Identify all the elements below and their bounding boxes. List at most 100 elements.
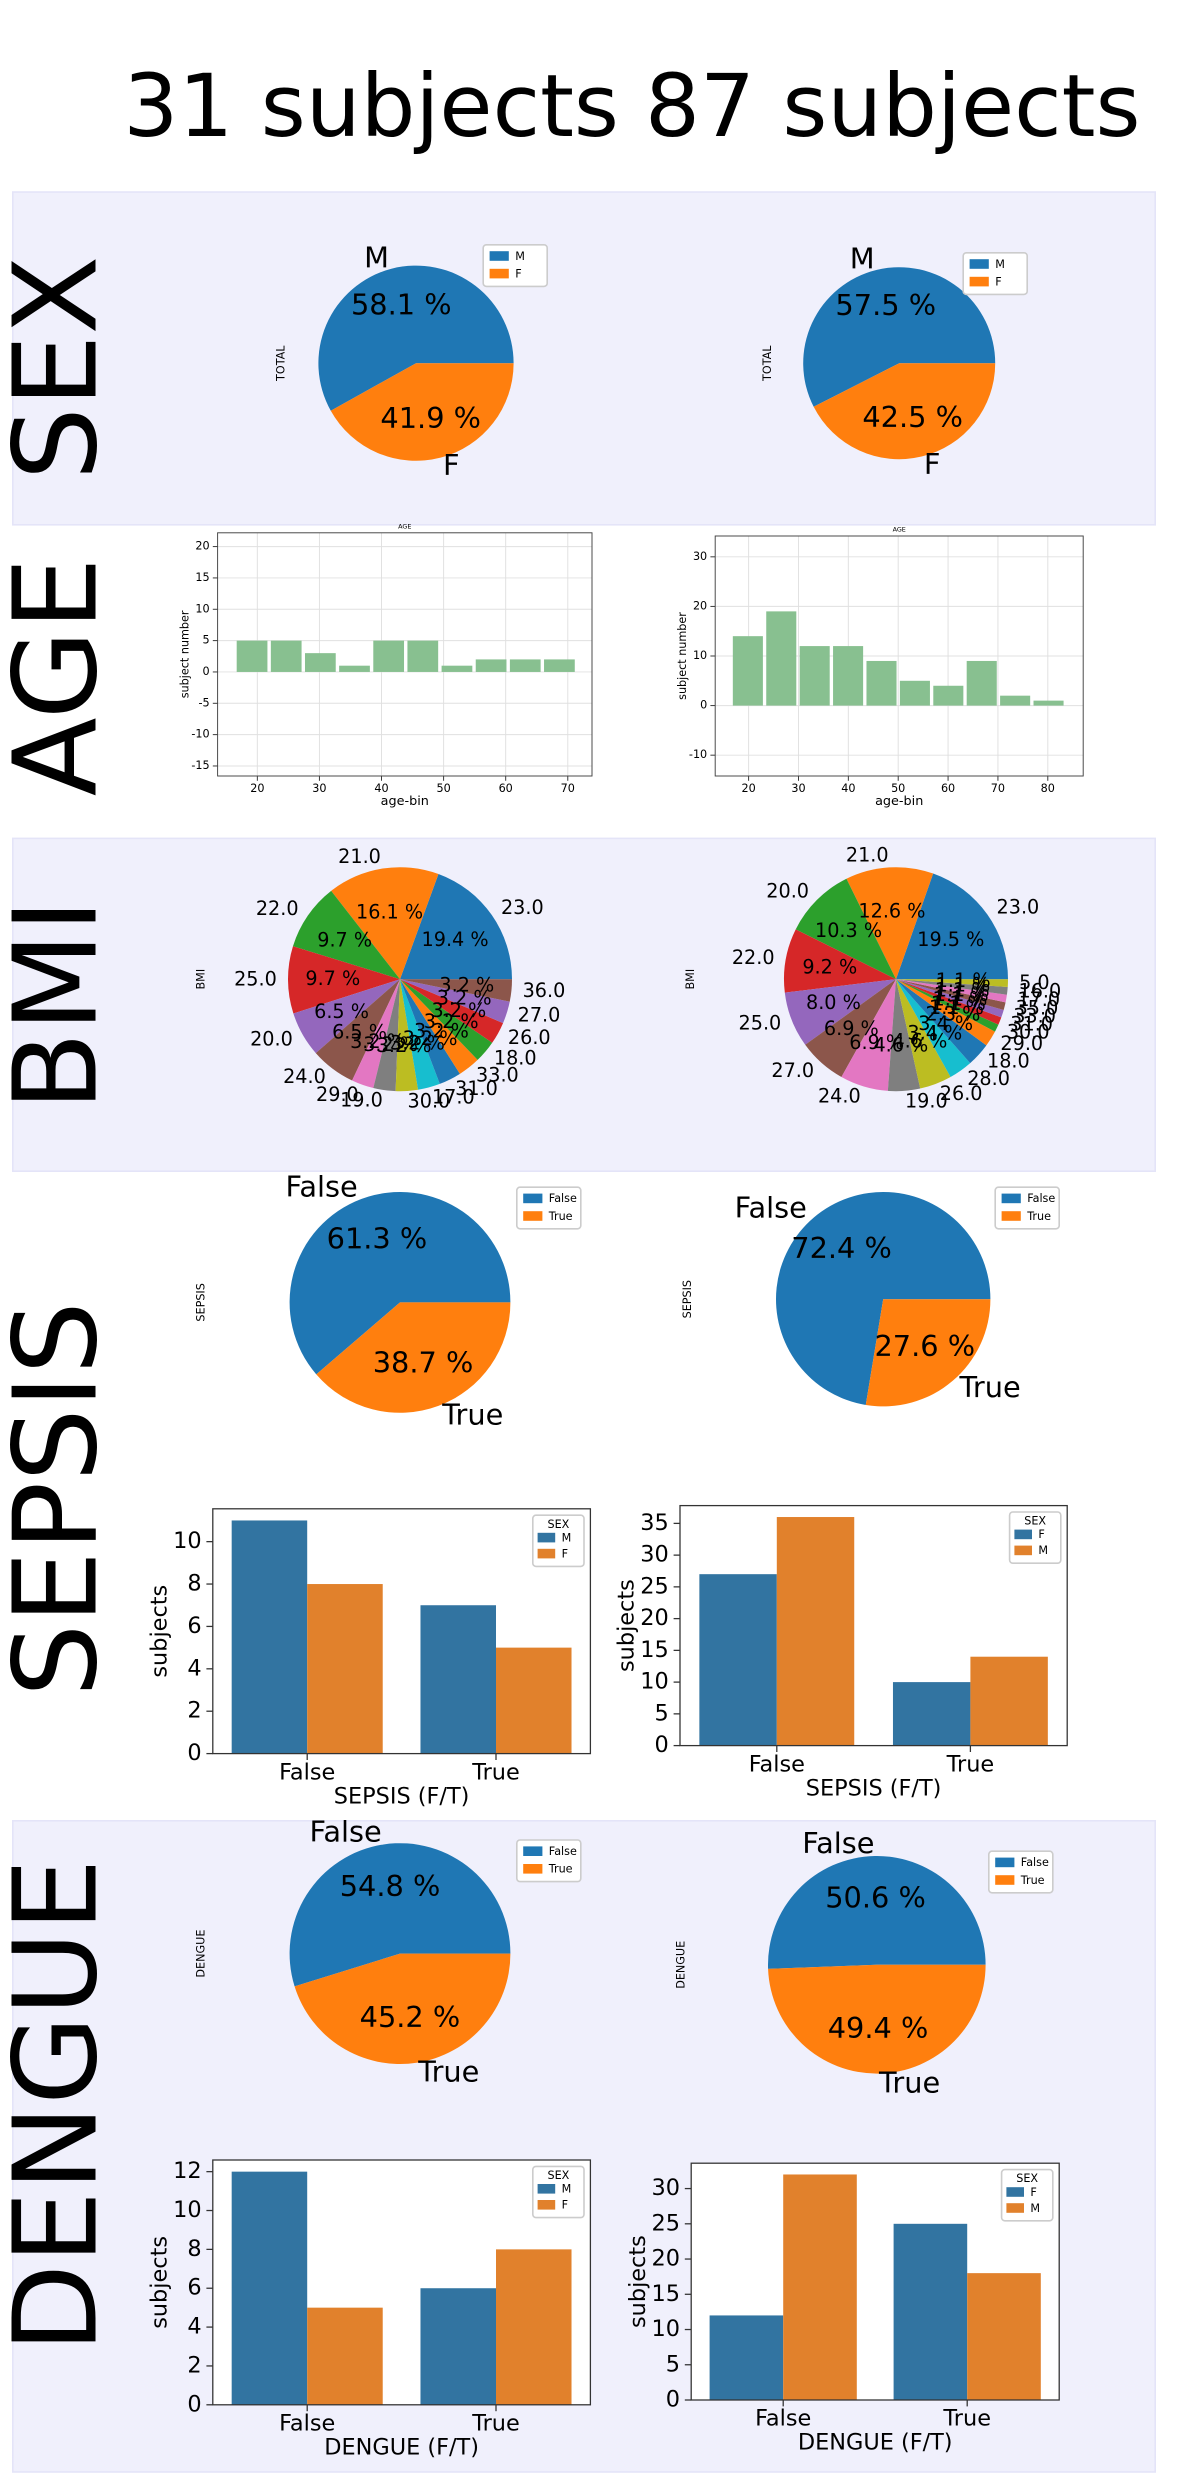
y-tick-label: 6 <box>187 2275 201 2301</box>
legend-label: M <box>995 258 1005 271</box>
legend-swatch <box>1006 2187 1024 2197</box>
legend-label: M <box>515 250 525 263</box>
legend-swatch <box>1014 1545 1032 1556</box>
legend-label: F <box>562 2199 568 2212</box>
y-tick-label: 0 <box>655 1732 669 1758</box>
percent-label: 3.2 % <box>363 1033 418 1056</box>
pie-slice <box>294 1953 511 2064</box>
pie-slice <box>803 267 996 407</box>
percent-label: 3.2 % <box>414 1020 469 1043</box>
y-axis-label: subjects <box>614 1579 640 1672</box>
slice-label: 26.0 <box>508 1026 551 1049</box>
slice-label: 29.0 <box>316 1083 359 1106</box>
pie-slice <box>784 929 896 993</box>
legend-label: M <box>1038 1544 1048 1557</box>
slice-label: 17.0 <box>432 1086 475 1109</box>
pie-slice <box>896 979 951 1089</box>
percent-label: 9.7 % <box>317 929 372 952</box>
pie-slice <box>400 979 440 1090</box>
bar <box>783 2174 857 2400</box>
histogram-bar <box>1033 700 1064 706</box>
slice-label: M <box>364 240 389 274</box>
y-tick-label: 2 <box>187 2352 201 2378</box>
percent-label: 3.2 % <box>390 1032 445 1055</box>
slice-label: 30.0 <box>408 1090 451 1113</box>
row-label: SEPSIS <box>0 1301 124 1697</box>
row-label: AGE <box>0 557 124 796</box>
x-tick-label: False <box>279 1759 335 1785</box>
slice-label: 25.0 <box>234 967 277 990</box>
legend-title: SEX <box>547 1518 569 1531</box>
percent-label: 16.1 % <box>356 900 423 923</box>
histogram-bar <box>799 646 830 706</box>
slice-label: False <box>285 1170 357 1204</box>
percent-label: 1.1 % <box>935 978 990 1001</box>
legend-swatch <box>1014 1529 1032 1540</box>
percent-label: 2.3 % <box>926 1002 981 1025</box>
slice-label: False <box>735 1190 807 1224</box>
y-tick-label: 5 <box>666 2351 680 2377</box>
percent-label: 1.1 % <box>935 974 990 997</box>
y-axis-label: subject number <box>179 610 192 698</box>
x-tick-label: True <box>471 1759 520 1785</box>
y-tick-label: 4 <box>187 1655 201 1681</box>
legend-title: SEX <box>1024 1515 1046 1528</box>
pie-slice <box>293 979 400 1054</box>
slice-label: 20.0 <box>766 879 809 902</box>
pie-slice <box>289 1191 511 1375</box>
x-tick-label: True <box>471 2411 520 2437</box>
legend-swatch <box>1001 1193 1021 1204</box>
pie-slice <box>373 979 400 1092</box>
y-tick-label: 20 <box>652 2246 681 2272</box>
histogram-bar <box>270 640 302 672</box>
y-tick-label: 4 <box>187 2314 201 2340</box>
slice-label: 23.0 <box>501 896 544 919</box>
x-tick-label: 60 <box>941 782 955 795</box>
slice-label: 29.0 <box>1000 1032 1043 1055</box>
pie-slice <box>896 979 1008 987</box>
percent-label: 9.7 % <box>305 967 360 990</box>
x-axis-label: SEPSIS (F/T) <box>806 1775 942 1801</box>
pie-slice <box>315 979 400 1081</box>
x-tick-label: True <box>942 2406 991 2432</box>
legend-swatch <box>995 1875 1015 1885</box>
pie-slice <box>289 1843 511 1987</box>
percent-label: 3.2 % <box>403 1027 458 1050</box>
slice-label: 24.0 <box>818 1085 861 1108</box>
y-tick-label: 8 <box>187 2236 201 2262</box>
x-tick-label: 70 <box>561 782 575 795</box>
slice-label: 36.0 <box>523 979 566 1002</box>
x-axis-label: DENGUE (F/T) <box>324 2435 479 2461</box>
percent-label: 19.4 % <box>422 928 489 951</box>
percent-label: 3.4 % <box>918 1012 973 1035</box>
y-tick-label: 30 <box>652 2175 681 2201</box>
legend-swatch <box>537 1548 556 1559</box>
percent-label: 50.6 % <box>825 1881 926 1915</box>
y-tick-label: 10 <box>195 602 209 615</box>
percent-label: 10.3 % <box>815 919 882 942</box>
histogram-bar <box>866 660 897 706</box>
y-tick-label: 35 <box>640 1510 669 1536</box>
y-axis-label: subject number <box>676 612 689 700</box>
pie-slice <box>331 867 439 980</box>
pie-slice <box>896 979 1002 1025</box>
y-tick-label: 20 <box>640 1605 669 1631</box>
histogram-bar <box>441 665 473 672</box>
percent-label: 1.1 % <box>936 969 991 992</box>
x-tick-label: 40 <box>374 782 388 795</box>
bar <box>496 2249 572 2405</box>
legend-label: F <box>995 275 1001 288</box>
percent-label: 4.6 % <box>873 1034 928 1057</box>
axes-frame <box>212 1508 592 1755</box>
percent-label: 42.5 % <box>862 400 963 434</box>
pie-slice <box>352 979 400 1088</box>
x-axis-label: DENGUE (F/T) <box>798 2430 953 2456</box>
chart-title: AGE <box>893 526 906 534</box>
percent-label: 1.1 % <box>934 983 989 1006</box>
percent-label: 49.4 % <box>828 2011 929 2045</box>
bar <box>420 2288 496 2405</box>
y-tick-label: 10 <box>693 649 707 662</box>
pie-slice <box>896 979 1007 1003</box>
legend-swatch <box>523 1211 543 1221</box>
